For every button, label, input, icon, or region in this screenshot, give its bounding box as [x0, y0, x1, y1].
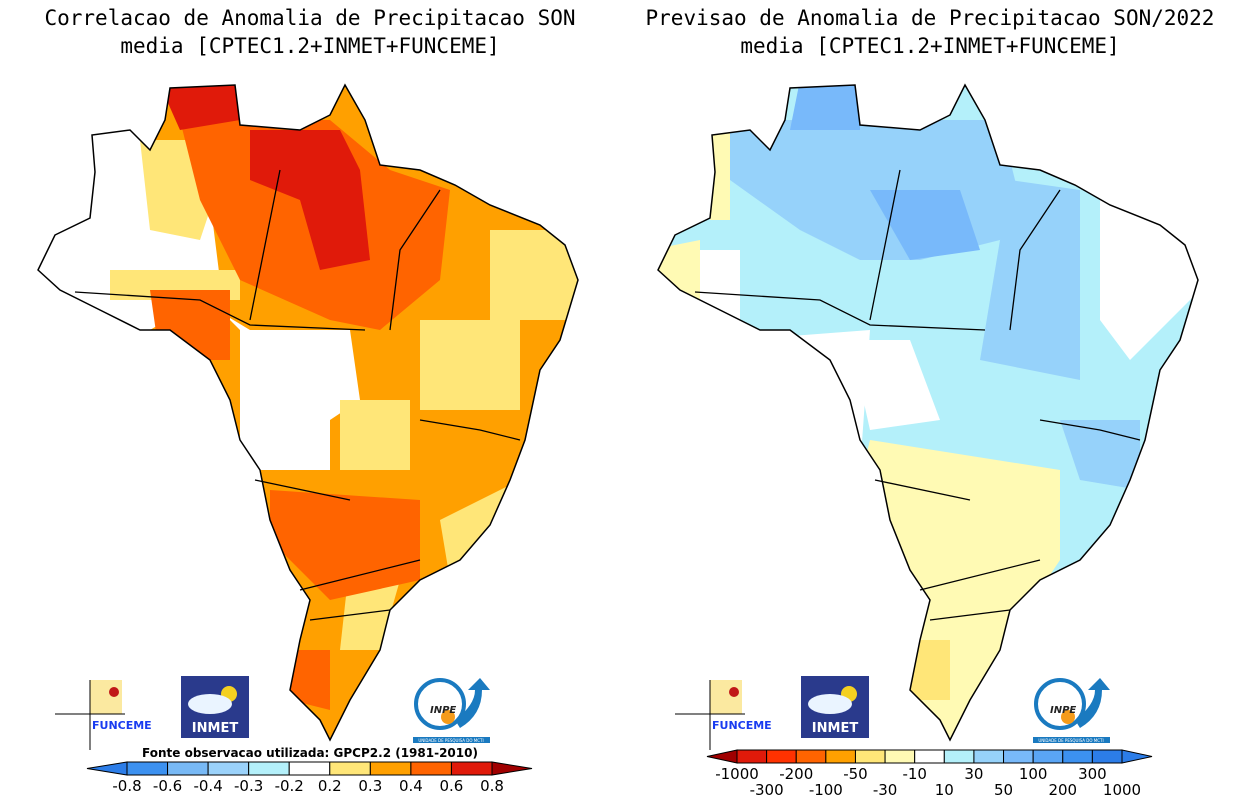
- colorbar-tick-label: 100: [1019, 765, 1048, 783]
- colorbar-box: [766, 749, 797, 764]
- colorbar-tick-label: 1000: [1103, 781, 1141, 799]
- colorbar-box: [825, 749, 856, 764]
- right-colorbar: -1000-300-200-100-50 -30-10 10 30 50 10020030…: [706, 749, 1153, 799]
- left-correlation-map: [37, 84, 579, 741]
- colorbar-box: [369, 761, 412, 776]
- colorbar-tick-label: -0.2: [275, 777, 304, 795]
- colorbar-box: [854, 749, 886, 764]
- colorbar-tick-label: 0.3: [358, 777, 382, 795]
- inpe-logo: INPE UNIDADE DE PESQUISA DO MCTI: [413, 678, 490, 743]
- colorbar-arrow-high: [491, 761, 533, 776]
- colorbar-tick-label: 30: [964, 765, 983, 783]
- colorbar-box: [914, 749, 945, 764]
- colorbar-tick-label: 50: [994, 781, 1013, 799]
- colorbar-box: [207, 761, 250, 776]
- colorbar-box: [288, 761, 331, 776]
- funceme-logo-text: FUNCEME: [92, 719, 152, 732]
- colorbar-tick-label: 0.8: [480, 777, 504, 795]
- colorbar-box: [943, 749, 975, 764]
- inmet-logo-text: INMET: [192, 721, 239, 736]
- colorbar-tick-label: -0.8: [112, 777, 141, 795]
- colorbar-box: [167, 761, 209, 776]
- inmet-logo: INMET: [181, 676, 249, 738]
- colorbar-tick-label: 200: [1048, 781, 1077, 799]
- title-line-2: media [CPTEC1.2+INMET+FUNCEME]: [120, 34, 500, 58]
- colorbar-box: [1032, 749, 1064, 764]
- colorbar-arrow-high: [1121, 749, 1153, 764]
- colorbar-box: [126, 761, 169, 776]
- left-colorbar: -0.8 -0.6 -0.4 -0.3 -0.2 0.2 0.3 0.4 0.6 0.8: [86, 761, 533, 795]
- colorbar-tick-label: -0.3: [234, 777, 263, 795]
- colorbar-tick-label: 0.2: [318, 777, 342, 795]
- colorbar-tick-label: 300: [1078, 765, 1107, 783]
- colorbar-tick-label: -10: [902, 765, 927, 783]
- inpe-caption: UNIDADE DE PESQUISA DO MCTI: [418, 738, 483, 743]
- colorbar-arrow-low: [86, 761, 128, 776]
- colorbar-box: [884, 749, 916, 764]
- colorbar-tick-label: 0.6: [440, 777, 464, 795]
- title-line-1: Previsao de Anomalia de Precipitacao SON…: [645, 6, 1215, 30]
- funceme-logo: FUNCEME: [55, 680, 152, 750]
- colorbar-tick-label: -100: [809, 781, 843, 799]
- colorbar-box: [1062, 749, 1093, 764]
- colorbar-box: [1003, 749, 1034, 764]
- colorbar-box: [248, 761, 290, 776]
- colorbar-tick-label: -30: [873, 781, 898, 799]
- colorbar-box: [450, 761, 493, 776]
- colorbar-tick-label: -50: [843, 765, 868, 783]
- title-line-1: Correlacao de Anomalia de Precipitacao S…: [44, 6, 576, 30]
- colorbar-box: [795, 749, 827, 764]
- title-line-2: media [CPTEC1.2+INMET+FUNCEME]: [740, 34, 1120, 58]
- colorbar-tick-label: 0.4: [399, 777, 423, 795]
- inpe-logo-text: INPE: [430, 705, 456, 716]
- colorbar-box: [1091, 749, 1123, 764]
- right-map-title: Previsao de Anomalia de Precipitacao SON…: [620, 4, 1240, 60]
- colorbar-box: [410, 761, 452, 776]
- colorbar-box: [736, 749, 768, 764]
- colorbar-tick-label: 10: [935, 781, 954, 799]
- left-map-title: Correlacao de Anomalia de Precipitacao S…: [0, 4, 620, 60]
- right-anomaly-forecast-map: [657, 84, 1199, 741]
- colorbar-tick-label: -0.4: [193, 777, 222, 795]
- colorbar-arrow-low: [706, 749, 738, 764]
- colorbar-tick-label: -200: [779, 765, 813, 783]
- colorbar-tick-label: -300: [750, 781, 784, 799]
- colorbar-box: [973, 749, 1005, 764]
- colorbar-tick-label: -0.6: [153, 777, 182, 795]
- institution-logos: FUNCEME INMET INPE UNIDADE DE PESQUISA D…: [55, 676, 490, 750]
- colorbar-box: [329, 761, 371, 776]
- colorbar-tick-label: -1000: [715, 765, 759, 783]
- source-note: Fonte observacao utilizada: GPCP2.2 (198…: [142, 746, 478, 760]
